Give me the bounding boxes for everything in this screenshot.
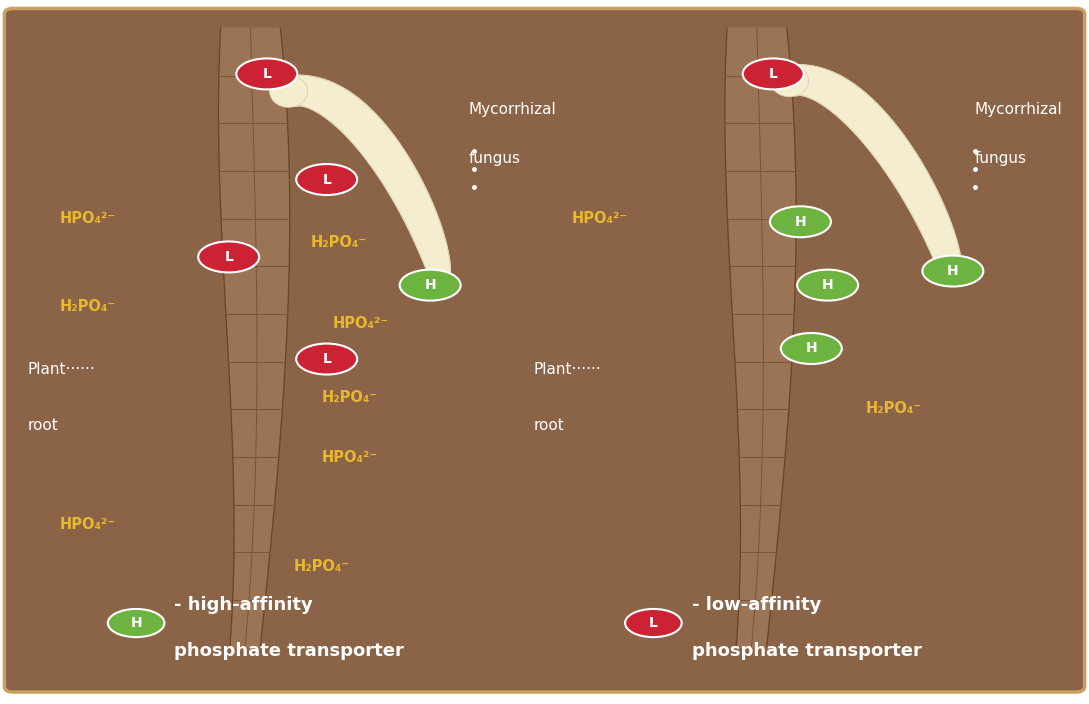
- Text: H₂PO₄⁻: H₂PO₄⁻: [310, 235, 367, 251]
- Text: H₂PO₄⁻: H₂PO₄⁻: [321, 390, 378, 406]
- Polygon shape: [783, 65, 963, 282]
- Text: HPO₄²⁻: HPO₄²⁻: [332, 316, 389, 332]
- Ellipse shape: [108, 609, 164, 637]
- Ellipse shape: [770, 206, 831, 237]
- Text: fungus: fungus: [468, 151, 521, 166]
- Text: H₂PO₄⁻: H₂PO₄⁻: [294, 559, 351, 574]
- Text: H: H: [795, 215, 806, 229]
- Ellipse shape: [771, 65, 808, 97]
- Ellipse shape: [781, 333, 842, 364]
- FancyBboxPatch shape: [4, 8, 1085, 692]
- Text: root: root: [27, 418, 58, 434]
- Text: HPO₄²⁻: HPO₄²⁻: [572, 210, 628, 226]
- Text: Mycorrhizal: Mycorrhizal: [975, 101, 1063, 117]
- Ellipse shape: [270, 75, 308, 107]
- Text: H: H: [131, 616, 142, 630]
- Polygon shape: [219, 28, 290, 648]
- Text: fungus: fungus: [975, 151, 1027, 166]
- Ellipse shape: [236, 58, 297, 89]
- Ellipse shape: [400, 270, 461, 301]
- Text: HPO₄²⁻: HPO₄²⁻: [60, 210, 117, 226]
- Text: HPO₄²⁻: HPO₄²⁻: [321, 450, 378, 465]
- Polygon shape: [282, 75, 451, 282]
- Text: L: L: [262, 67, 271, 81]
- Text: L: L: [224, 250, 233, 264]
- Text: - high-affinity: - high-affinity: [174, 596, 313, 615]
- Text: L: L: [649, 616, 658, 630]
- Text: Mycorrhizal: Mycorrhizal: [468, 101, 556, 117]
- Text: L: L: [322, 172, 331, 187]
- Polygon shape: [725, 28, 796, 648]
- Ellipse shape: [743, 58, 804, 89]
- Text: Plant······: Plant······: [534, 362, 601, 377]
- Ellipse shape: [625, 609, 682, 637]
- Text: H₂PO₄⁻: H₂PO₄⁻: [866, 401, 922, 416]
- Text: H: H: [806, 341, 817, 356]
- Text: H: H: [425, 278, 436, 292]
- Text: H₂PO₄⁻: H₂PO₄⁻: [60, 298, 117, 314]
- Text: - low-affinity: - low-affinity: [692, 596, 821, 615]
- Ellipse shape: [296, 344, 357, 375]
- Ellipse shape: [296, 164, 357, 195]
- Ellipse shape: [198, 241, 259, 272]
- Text: HPO₄²⁻: HPO₄²⁻: [60, 517, 117, 532]
- Text: Plant······: Plant······: [27, 362, 95, 377]
- Text: H: H: [822, 278, 833, 292]
- Text: H: H: [947, 264, 958, 278]
- Text: phosphate transporter: phosphate transporter: [692, 642, 921, 660]
- Text: L: L: [769, 67, 778, 81]
- Text: root: root: [534, 418, 564, 434]
- Ellipse shape: [922, 256, 983, 287]
- Text: phosphate transporter: phosphate transporter: [174, 642, 404, 660]
- Text: L: L: [322, 352, 331, 366]
- Ellipse shape: [797, 270, 858, 301]
